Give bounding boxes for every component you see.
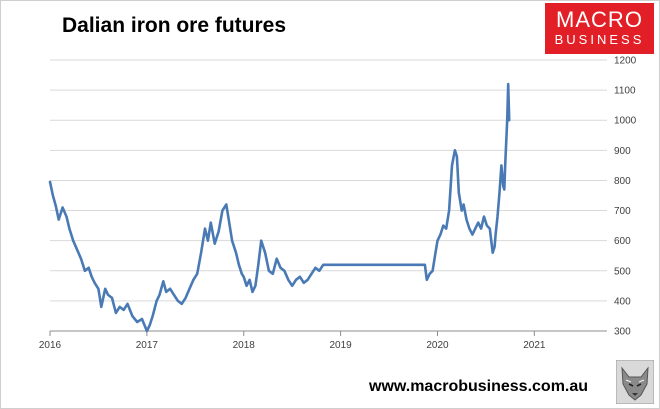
x-tick-label: 2016 [39, 340, 62, 351]
y-tick-label: 1200 [614, 56, 637, 67]
y-tick-label: 400 [614, 296, 631, 307]
x-tick-label: 2021 [523, 340, 546, 351]
y-tick-label: 800 [614, 176, 631, 187]
x-tick-label: 2019 [329, 340, 352, 351]
x-axis-labels: 2016 2017 2018 2019 2020 2021 [39, 340, 546, 351]
wolf-icon [616, 360, 654, 404]
series-line-iron-ore-price [48, 82, 511, 333]
y-axis-labels: 300 400 500 600 700 800 900 1000 1100 1200 [614, 56, 637, 338]
y-tick-label: 900 [614, 146, 631, 157]
x-tick-label: 2018 [233, 340, 256, 351]
x-tick-label: 2020 [426, 340, 449, 351]
y-tick-label: 1000 [614, 116, 637, 127]
macrobusiness-logo[interactable]: MACRO BUSINESS [545, 3, 654, 54]
y-tick-label: 600 [614, 236, 631, 247]
x-axis [49, 330, 607, 336]
logo-line-business: BUSINESS [554, 32, 645, 47]
x-tick-label: 2017 [136, 340, 159, 351]
y-tick-label: 1100 [614, 86, 636, 97]
chart-title: Dalian iron ore futures [62, 14, 287, 37]
y-tick-label: 500 [614, 266, 631, 277]
website-url[interactable]: www.macrobusiness.com.au [369, 378, 589, 395]
gridlines [50, 59, 607, 302]
y-tick-label: 300 [614, 327, 631, 338]
y-tick-label: 700 [614, 206, 631, 217]
logo-line-macro: MACRO [556, 7, 643, 32]
